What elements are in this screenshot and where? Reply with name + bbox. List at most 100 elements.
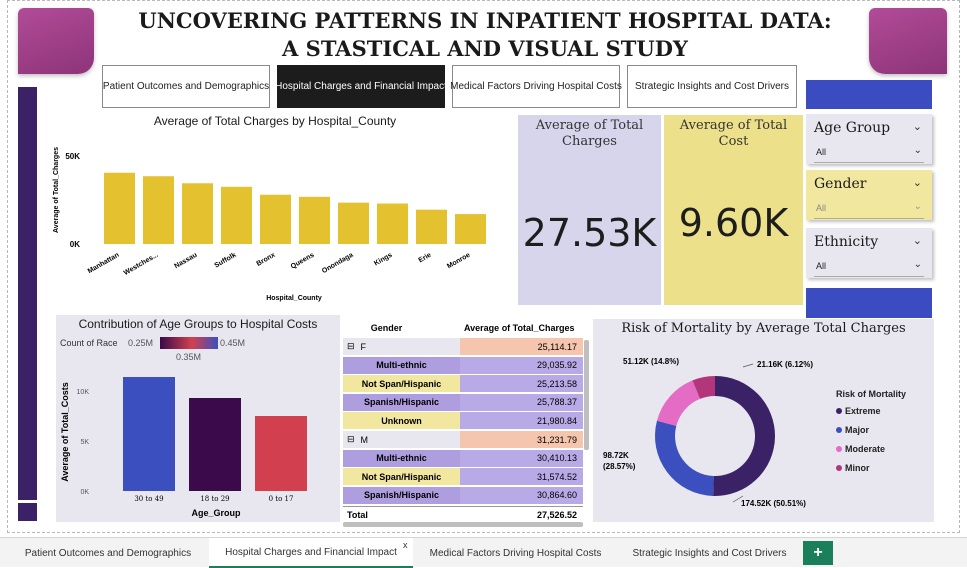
slicer-underline [814,276,924,277]
chevron-down-icon[interactable]: ⌄ [912,235,922,247]
data-label-moderate: 51.12K (14.8%) [623,357,679,366]
nav-button-patient-outcomes[interactable]: Patient Outcomes and Demographics [102,65,270,108]
slicer-footer-bar [806,288,932,318]
legend-item-minor[interactable]: Minor [836,458,906,477]
dropdown-chevron-icon[interactable]: ⌄ [913,259,922,270]
bar-onondaga[interactable] [338,202,369,244]
slicer-age-group[interactable]: Age Group ⌄ All ⌄ [806,114,932,164]
x-tick-label: Bronx [255,252,276,268]
bar-age-0[interactable] [123,377,175,491]
table-row: Spanish/Hispanic 30,864.60 [343,486,583,504]
chevron-down-icon[interactable]: ⌄ [912,177,922,189]
slice-minor[interactable] [692,376,715,399]
y-tick-label: 50K [65,152,80,161]
left-accent-bar [18,87,37,521]
table-header-gender[interactable]: Gender [370,323,403,333]
legend-item-extreme[interactable]: Extreme [836,401,906,420]
dropdown-chevron-icon[interactable]: ⌄ [913,145,922,156]
dropdown-chevron-icon[interactable]: ⌄ [913,201,922,212]
collapse-icon[interactable]: ⊟ [347,341,355,351]
slice-major[interactable] [655,420,714,496]
tab-hospital-charges[interactable]: Hospital Charges and Financial Impact [209,538,413,568]
table-cell-value: 29,035.92 [460,356,583,374]
x-tick-label: Onondaga [321,252,355,275]
kpi-card-total-charges: Average of Total Charges 27.53K [518,115,661,305]
mortality-legend: Risk of Mortality Extreme Major Moderate Mi… [836,387,906,477]
collapse-icon[interactable]: ⊟ [347,434,355,444]
table-header-charges[interactable]: Average of Total_Charges [464,323,575,333]
y-tick-label: 0K [70,240,80,249]
table-row: Spanish/Hispanic 25,788.37 [343,393,583,411]
color-legend-mid: 0.35M [176,352,202,362]
table-row-label: Multi-ethnic [343,449,460,467]
bar-nassau[interactable] [182,183,213,244]
table-cell-value: 31,231.79 [460,431,583,448]
y-axis-label: Average of Total_Costs [60,382,70,482]
decorative-shape-left [18,8,94,74]
slicer-ethnicity[interactable]: Ethnicity ⌄ All ⌄ [806,228,932,278]
x-tick-label: 30 to 49 [134,495,163,503]
nav-button-strategic-insights[interactable]: Strategic Insights and Cost Drivers [627,65,797,108]
bar-bronx[interactable] [260,194,291,244]
bar-kings[interactable] [377,203,408,244]
bar-queens[interactable] [299,196,330,244]
slice-extreme[interactable] [713,376,775,496]
bar-erie[interactable] [416,209,447,244]
legend-dot-icon [836,426,842,433]
x-axis-label: Age_Group [191,508,241,518]
mortality-chart-title: Risk of Mortality by Average Total Charg… [621,321,906,336]
x-tick-label: Queens [290,252,316,271]
table-group-label[interactable]: ⊟ M [343,431,460,448]
legend-label: Major [845,424,870,435]
slicer-ethnicity-value: All [816,261,827,271]
tab-medical-factors[interactable]: Medical Factors Driving Hospital Costs [429,547,602,559]
table-group-label[interactable]: ⊟ F [343,338,460,355]
table-row: Unknown 21,980.84 [343,412,583,430]
county-bar-chart: Average of Total_Charges 0K 50K Manhattan We… [53,147,486,302]
table-header-row: Gender Average of Total_Charges [343,318,583,338]
legend-dot-icon [836,445,842,452]
table-cell-value: 30,864.60 [460,486,583,504]
slicer-gender[interactable]: Gender ⌄ All ⌄ [806,170,932,220]
table-scrollbar-horizontal[interactable] [343,522,583,527]
table-row: Multi-ethnic 30,410.13 [343,449,583,467]
table-total-label: Total [347,509,368,520]
table-cell-value: 31,574.52 [460,468,583,486]
bar-monroe[interactable] [455,214,486,244]
bar-age-1[interactable] [189,398,241,491]
data-label-minor: 21.16K (6.12%) [757,360,813,369]
slice-moderate[interactable] [656,380,700,426]
y-tick-label: 0K [80,489,89,496]
x-tick-label: Westches... [123,252,160,277]
table-row: Multi-ethnic 29,035.92 [343,356,583,374]
slicer-header-bar [806,80,932,109]
x-tick-label: 18 to 29 [200,495,229,503]
add-page-button[interactable]: + [803,541,833,565]
kpi-charges-title: Average of Total Charges [535,118,644,149]
nav-button-hospital-charges[interactable]: Hospital Charges and Financial Impact [275,65,447,108]
table-cell-value: 25,213.58 [460,375,583,393]
y-tick-label: 5K [80,439,89,446]
legend-label: Extreme [845,405,881,416]
bar-age-2[interactable] [255,416,307,491]
tab-strategic-insights[interactable]: Strategic Insights and Cost Drivers [632,547,787,559]
chevron-down-icon[interactable]: ⌄ [912,121,922,133]
bar-westches[interactable] [143,176,174,244]
data-label-extreme: 174.52K (50.51%) [741,499,806,508]
close-tab-icon[interactable]: x [403,540,408,550]
color-legend-title: Count of Race [60,338,118,348]
table-scrollbar-vertical[interactable] [584,340,589,450]
tab-hospital-charges-label: Hospital Charges and Financial Impact [225,546,397,558]
tab-patient-outcomes[interactable]: Patient Outcomes and Demographics [24,547,192,559]
legend-label: Moderate [845,443,886,454]
legend-item-moderate[interactable]: Moderate [836,439,906,458]
legend-item-major[interactable]: Major [836,420,906,439]
county-chart-title: Average of Total Charges by Hospital_Cou… [153,114,397,128]
bar-manhattan[interactable] [104,172,135,244]
nav-button-medical-factors[interactable]: Medical Factors Driving Hospital Costs [450,65,622,108]
slicer-ethnicity-title: Ethnicity [814,234,879,250]
bar-suffolk[interactable] [221,186,252,244]
table-row-label: Spanish/Hispanic [343,486,460,504]
x-tick-label: Kings [373,252,393,268]
color-legend-min: 0.25M [128,338,154,348]
